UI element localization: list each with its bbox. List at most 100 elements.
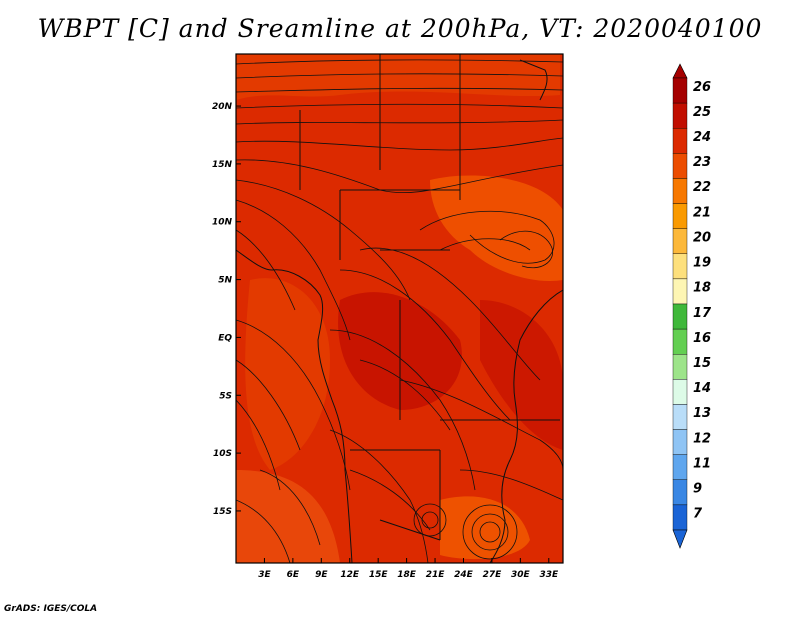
streamline: [236, 229, 296, 311]
colorbar-label: 7: [693, 507, 703, 522]
colorbar-swatch: [672, 404, 688, 430]
colorbar-label: 17: [693, 306, 712, 321]
streamline: [236, 399, 281, 491]
streamline: [236, 499, 291, 563]
colorbar-swatch: [672, 77, 688, 104]
colorbar-swatch: [672, 354, 688, 380]
colorbar-label: 11: [693, 456, 711, 471]
streamline: [236, 319, 351, 491]
streamline: [499, 230, 553, 269]
streamline: [359, 247, 541, 381]
streamline: [236, 119, 563, 125]
colorbar-swatch: [672, 278, 688, 305]
colorbar-label: 22: [693, 180, 711, 195]
y-axis: 20N 15N 10N 5N EQ 5S 10S 15S: [212, 102, 241, 517]
streamline: [236, 103, 563, 109]
x-tick-label: 18E: [397, 570, 417, 580]
x-tick-label: 33E: [539, 570, 559, 580]
colorbar-label: 9: [693, 482, 702, 497]
x-tick-label: 24E: [454, 570, 474, 580]
colorbar-label: 24: [693, 130, 711, 145]
colorbar-swatch: [672, 153, 688, 179]
streamline: [236, 199, 351, 341]
streamline: [329, 329, 476, 491]
streamline: [349, 469, 431, 531]
streamline: [236, 59, 563, 65]
streamline: [329, 429, 429, 563]
streamline: [259, 469, 321, 546]
vortex-ring: [479, 521, 501, 543]
y-tick-label: EQ: [218, 333, 232, 343]
colorbar-label: 15: [693, 356, 711, 371]
map-frame: [235, 53, 564, 564]
colorbar-swatch: [672, 178, 688, 204]
field-patch-sw: [236, 470, 340, 563]
streamline: [419, 210, 555, 264]
vortex-ring: [462, 504, 518, 560]
x-tick-label: 21E: [426, 570, 446, 580]
y-tick-label: 5N: [218, 276, 232, 286]
colorbar-swatch: [672, 379, 688, 405]
vortex-ring: [471, 513, 509, 551]
grads-credit: GrADS: IGES/COLA: [4, 604, 98, 614]
field-patch-east: [480, 300, 563, 450]
streamline: [236, 87, 563, 93]
y-tick-label: 20N: [212, 102, 233, 112]
colorbar-swatch: [672, 128, 688, 154]
field-patch-atlantic: [245, 278, 330, 470]
x-tick-label: 15E: [369, 570, 389, 580]
streamlines: [236, 59, 563, 563]
x-tick-label: 6E: [287, 570, 300, 580]
streamline: [236, 359, 301, 451]
colorbar-label: 12: [693, 431, 711, 446]
streamline: [236, 137, 563, 151]
x-tick-label: 3E: [258, 570, 271, 580]
west-coastline: [236, 249, 353, 563]
colorbar-label: 21: [693, 205, 711, 220]
x-tick-label: 27E: [483, 570, 503, 580]
vortex-ring: [421, 511, 439, 529]
streamline: [236, 73, 563, 79]
colorbar-swatch: [672, 228, 688, 254]
colorbar-label: 20: [693, 230, 711, 245]
colorbar-swatch: [672, 504, 688, 531]
east-coastline: [489, 289, 563, 563]
colorbar-swatch: [672, 253, 688, 280]
vortex-ring: [413, 503, 447, 537]
streamline: [399, 379, 563, 471]
colorbar-label: 19: [693, 256, 711, 271]
y-tick-label: 5S: [219, 391, 232, 401]
colorbar-swatch: [672, 203, 688, 229]
colorbar-swatch: [672, 479, 688, 506]
colorbar-label: 16: [693, 331, 711, 346]
colorbar: 26 25 24 23 22 21 20 19 18 17 16 15 14 13 12 11 9 7: [672, 63, 712, 549]
chart-title: WBPT [C] and Sreamline at 200hPa, VT: 20…: [37, 14, 763, 43]
coastlines-borders: [236, 54, 563, 563]
colorbar-swatch: [672, 303, 688, 330]
streamline: [459, 469, 563, 501]
colorbar-label: 25: [693, 105, 711, 120]
x-axis: 3E 6E 9E 12E 15E 18E 21E 24E 27E 30E 33E: [258, 558, 559, 580]
colorbar-swatch: [672, 454, 688, 480]
colorbar-swatch: [672, 102, 688, 129]
y-tick-label: 10S: [213, 449, 232, 459]
x-tick-label: 30E: [511, 570, 531, 580]
colorbar-swatch: [672, 328, 688, 355]
field-patch-ne: [430, 175, 563, 281]
y-tick-label: 10N: [212, 218, 233, 228]
streamline: [236, 179, 411, 301]
y-tick-label: 15S: [213, 507, 232, 517]
streamline: [439, 238, 531, 251]
x-tick-label: 9E: [315, 570, 328, 580]
colorbar-label: 14: [693, 381, 711, 396]
colorbar-label: 18: [693, 281, 711, 296]
streamline: [339, 269, 511, 421]
x-tick-label: 12E: [340, 570, 360, 580]
y-tick-label: 15N: [212, 160, 233, 170]
colorbar-label: 26: [693, 80, 711, 95]
colorbar-label: 13: [693, 406, 711, 421]
colorbar-swatch: [672, 429, 688, 455]
colorbar-top-arrow: [672, 63, 688, 79]
colorbar-label: 23: [693, 155, 711, 170]
